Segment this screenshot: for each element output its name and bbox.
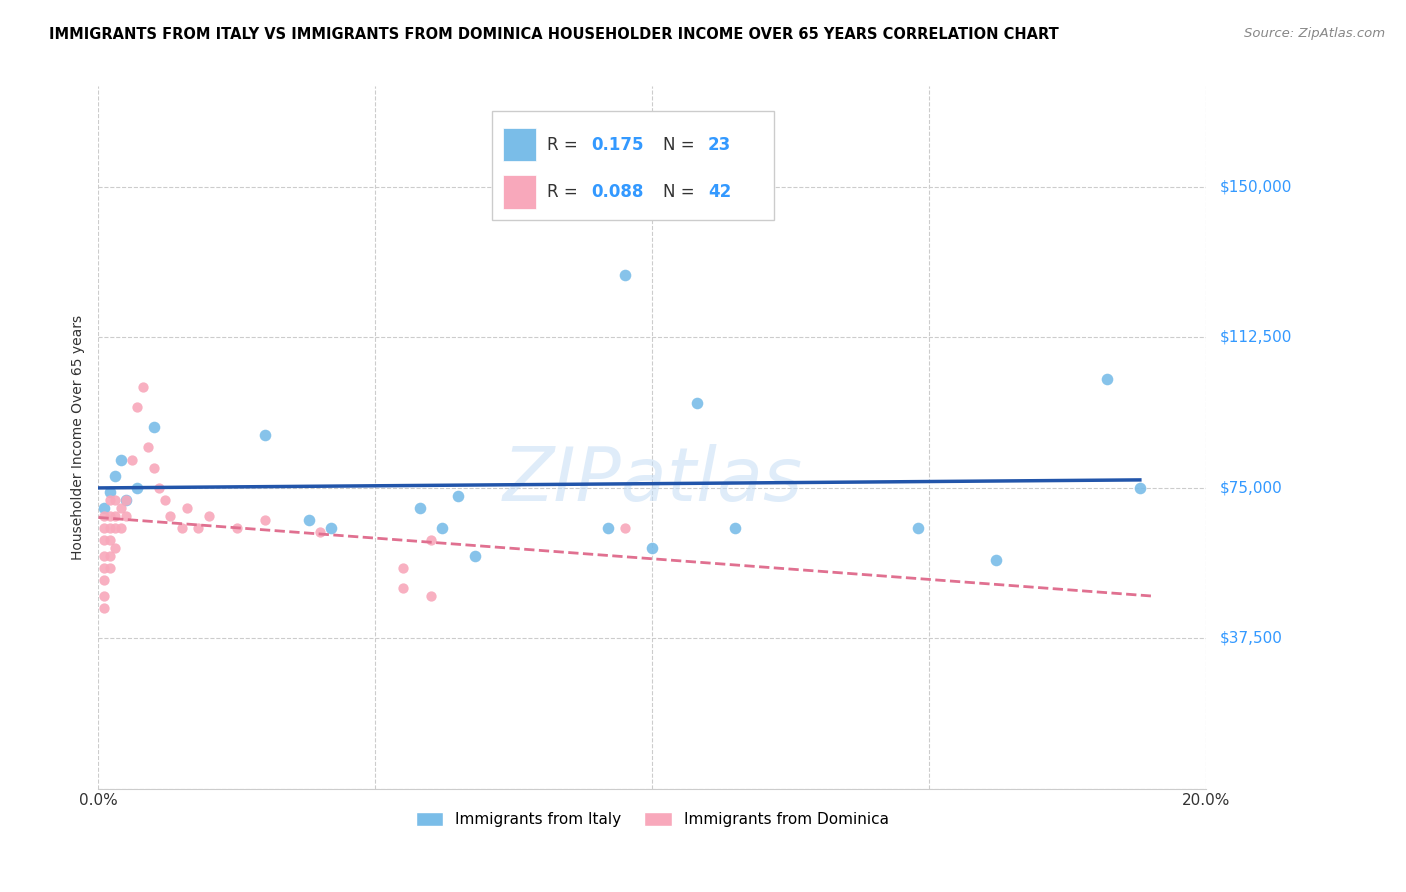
Point	[1095, 372, 1118, 386]
Text: 0.088: 0.088	[592, 183, 644, 201]
Point	[98, 549, 121, 563]
Point	[430, 521, 453, 535]
Text: 0.175: 0.175	[592, 136, 644, 153]
Text: 23: 23	[707, 136, 731, 153]
Point	[93, 521, 115, 535]
Point	[198, 508, 221, 523]
Point	[98, 492, 121, 507]
Point	[319, 521, 342, 535]
Point	[93, 561, 115, 575]
Text: Source: ZipAtlas.com: Source: ZipAtlas.com	[1244, 27, 1385, 40]
Point	[613, 268, 636, 282]
Point	[98, 508, 121, 523]
Point	[392, 581, 415, 595]
Text: R =: R =	[547, 183, 578, 201]
Point	[142, 460, 165, 475]
Point	[93, 508, 115, 523]
Point	[226, 521, 249, 535]
Point	[724, 521, 747, 535]
Point	[98, 533, 121, 547]
Text: R =: R =	[547, 136, 578, 153]
Point	[115, 492, 138, 507]
Point	[1129, 481, 1152, 495]
Point	[104, 521, 127, 535]
Text: ZIPatlas: ZIPatlas	[502, 443, 803, 516]
Point	[110, 452, 132, 467]
Bar	[503, 175, 536, 209]
Point	[170, 521, 193, 535]
Point	[907, 521, 929, 535]
Point	[127, 481, 149, 495]
Point	[98, 561, 121, 575]
Point	[641, 541, 664, 555]
Point	[159, 508, 181, 523]
Point	[104, 492, 127, 507]
Legend: Immigrants from Italy, Immigrants from Dominica: Immigrants from Italy, Immigrants from D…	[409, 806, 896, 833]
Point	[110, 500, 132, 515]
Point	[93, 573, 115, 587]
Text: $112,500: $112,500	[1220, 330, 1292, 344]
Point	[464, 549, 486, 563]
Point	[187, 521, 209, 535]
Point	[115, 508, 138, 523]
Point	[419, 589, 441, 603]
Point	[104, 508, 127, 523]
Y-axis label: Householder Income Over 65 years: Householder Income Over 65 years	[72, 315, 86, 560]
Point	[98, 484, 121, 499]
Point	[984, 553, 1007, 567]
Point	[309, 524, 332, 539]
Text: N =: N =	[664, 136, 695, 153]
Point	[596, 521, 619, 535]
Text: N =: N =	[664, 183, 695, 201]
Point	[409, 500, 432, 515]
Point	[93, 549, 115, 563]
Point	[115, 492, 138, 507]
Point	[153, 492, 176, 507]
Point	[93, 533, 115, 547]
Point	[613, 521, 636, 535]
Point	[104, 468, 127, 483]
Point	[253, 428, 276, 442]
Text: 42: 42	[707, 183, 731, 201]
Point	[104, 541, 127, 555]
Text: IMMIGRANTS FROM ITALY VS IMMIGRANTS FROM DOMINICA HOUSEHOLDER INCOME OVER 65 YEA: IMMIGRANTS FROM ITALY VS IMMIGRANTS FROM…	[49, 27, 1059, 42]
Point	[121, 452, 143, 467]
Point	[142, 420, 165, 434]
Bar	[503, 128, 536, 161]
Point	[253, 513, 276, 527]
Point	[93, 589, 115, 603]
Point	[148, 481, 170, 495]
Point	[98, 521, 121, 535]
Point	[132, 380, 155, 394]
Point	[419, 533, 441, 547]
Point	[392, 561, 415, 575]
Point	[298, 513, 321, 527]
FancyBboxPatch shape	[492, 111, 775, 219]
Point	[686, 396, 709, 410]
Point	[127, 401, 149, 415]
Point	[136, 441, 159, 455]
Text: $37,500: $37,500	[1220, 631, 1284, 646]
Point	[93, 500, 115, 515]
Text: $150,000: $150,000	[1220, 179, 1292, 194]
Point	[176, 500, 198, 515]
Point	[93, 601, 115, 615]
Point	[447, 489, 470, 503]
Point	[110, 521, 132, 535]
Text: $75,000: $75,000	[1220, 480, 1282, 495]
